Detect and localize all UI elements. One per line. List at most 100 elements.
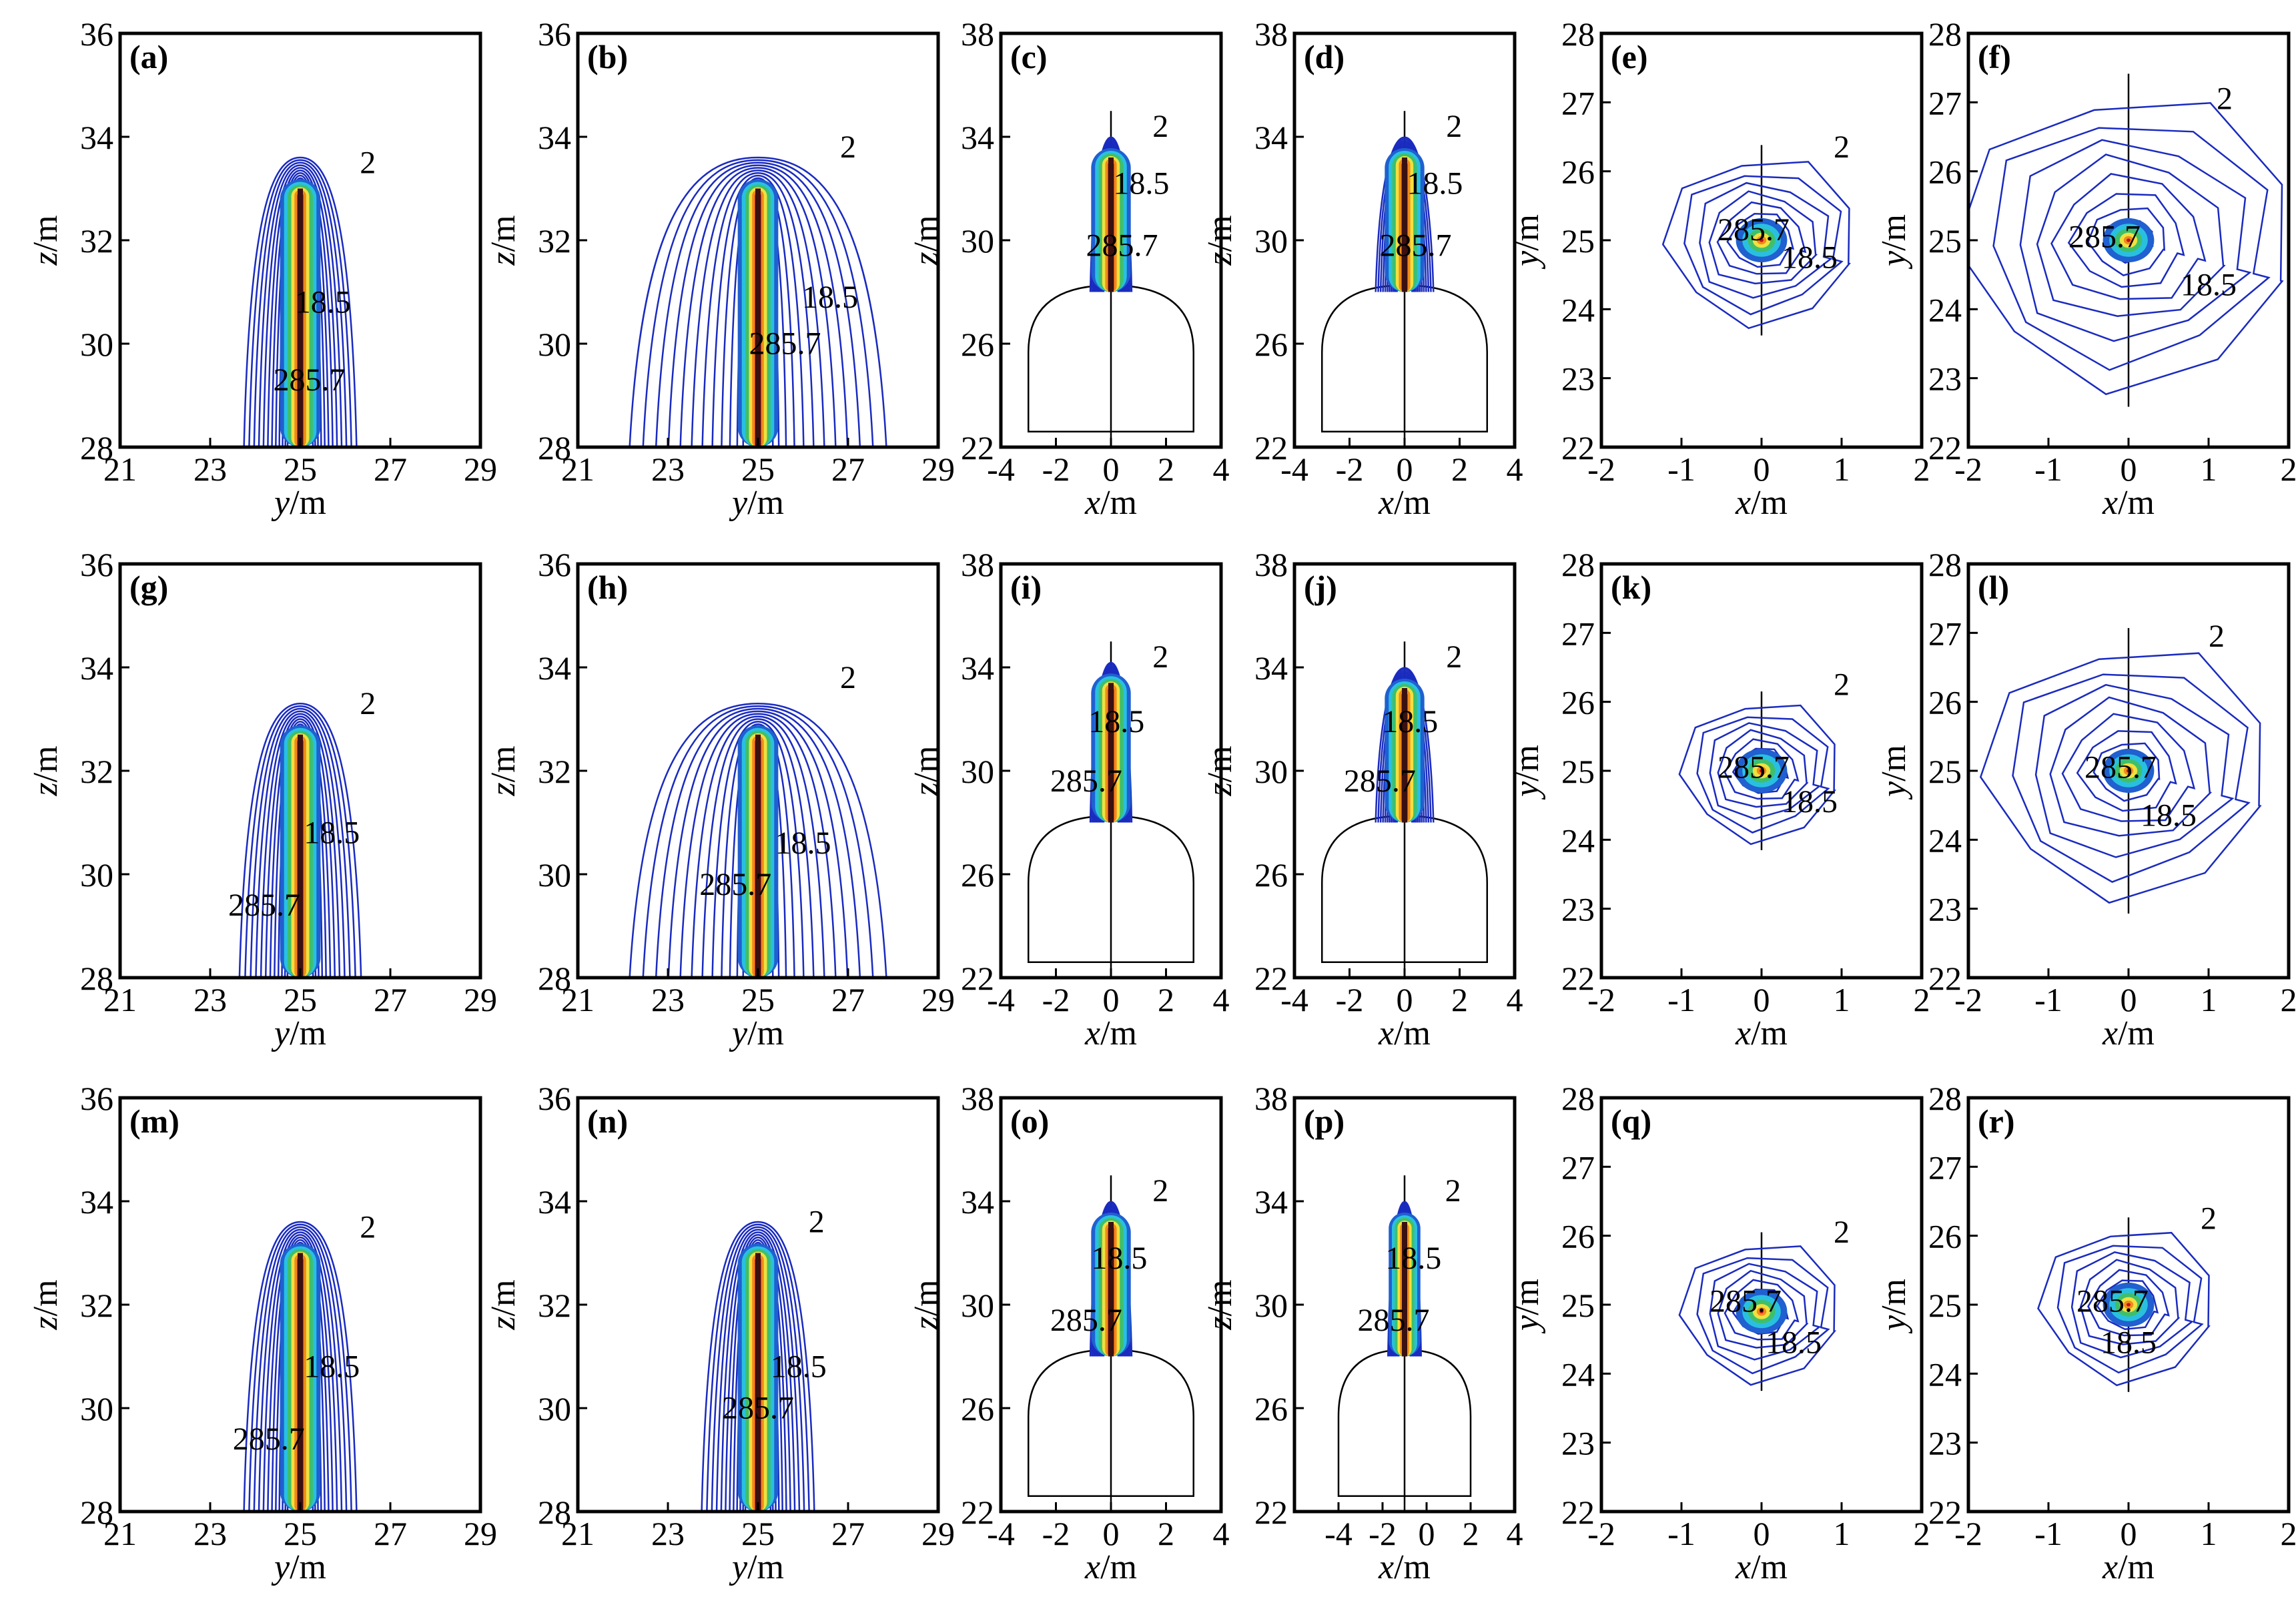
y-tick-label: 28	[1561, 546, 1595, 583]
x-tick-label: 25	[741, 450, 775, 488]
x-tick-label: -4	[1280, 981, 1308, 1018]
contour-line	[2086, 207, 2166, 276]
x-tick-label: 1	[2201, 981, 2217, 1018]
y-axis-unit: /m	[27, 1279, 65, 1316]
plot-area	[1321, 111, 1488, 447]
contour-line	[2050, 173, 2207, 300]
y-tick-label: 36	[80, 15, 113, 53]
y-axis-var: y	[1875, 250, 1913, 270]
y-tick-label: 22	[961, 429, 994, 466]
contour-line	[2049, 696, 2213, 837]
x-tick-label: -1	[2034, 981, 2062, 1018]
contour-line	[264, 715, 336, 978]
plot-area	[1979, 628, 2262, 914]
panel-label: (b)	[587, 38, 628, 75]
contour-line	[629, 156, 887, 447]
y-tick-label: 30	[538, 326, 571, 363]
y-tick-label: 28	[1561, 15, 1595, 53]
contour-label: 285.7	[1050, 1303, 1122, 1338]
y-tick-label: 26	[1254, 326, 1288, 363]
contour-line	[1716, 201, 1807, 275]
contour-label: 2	[809, 1205, 825, 1240]
x-tick-label: 27	[831, 981, 865, 1018]
y-tick-label: 36	[80, 546, 113, 583]
contour-line	[2056, 1245, 2204, 1374]
x-tick-label: -2	[1954, 1515, 1982, 1552]
y-axis-unit: /m	[1508, 214, 1546, 251]
y-tick-label: 26	[1561, 684, 1595, 721]
y-tick-label: 28	[1928, 1080, 1962, 1117]
y-tick-label: 27	[1928, 615, 1962, 652]
contour-label: 2	[1152, 109, 1168, 144]
x-tick-label: -2	[1954, 981, 1982, 1018]
contour-line	[629, 702, 887, 978]
y-tick-label: 23	[1561, 360, 1595, 398]
x-tick-label: 23	[194, 1515, 227, 1552]
contour-line	[1992, 127, 2271, 371]
contour-label: 285.7	[1344, 763, 1416, 799]
x-axis-var: x	[1084, 1014, 1100, 1052]
contour-line	[243, 156, 358, 447]
x-tick-label: 21	[561, 981, 595, 1018]
y-axis-var: z	[484, 252, 522, 266]
x-tick-label: 23	[651, 450, 685, 488]
contour-line	[715, 1229, 801, 1512]
contour-line	[1717, 729, 1809, 808]
core-center	[298, 734, 303, 978]
contour-line	[721, 177, 795, 447]
x-tick-label: 29	[464, 450, 497, 488]
y-tick-label: 28	[80, 429, 113, 466]
x-tick-label: -2	[1042, 450, 1070, 488]
x-tick-label: 1	[2201, 1515, 2217, 1552]
y-tick-label: 22	[961, 960, 994, 997]
contour-line	[711, 721, 805, 978]
y-axis-unit: /m	[1201, 1279, 1239, 1316]
y-tick-label: 24	[1928, 1355, 1962, 1393]
y-tick-label: 32	[80, 753, 113, 790]
contour-line	[729, 1236, 787, 1512]
x-axis-unit: /m	[2118, 484, 2155, 522]
y-tick-label: 27	[1561, 84, 1595, 121]
core-center	[1402, 157, 1407, 292]
y-axis-unit: /m	[484, 1279, 522, 1316]
plot-area	[238, 702, 362, 978]
y-tick-label: 34	[1254, 1183, 1288, 1221]
y-tick-label: 23	[1928, 360, 1962, 398]
contour-label: 18.5	[304, 1349, 360, 1385]
x-axis-unit: /m	[290, 1014, 326, 1052]
x-tick-label: 0	[1397, 981, 1413, 1018]
y-tick-label: 22	[1928, 429, 1962, 466]
y-axis-unit: /m	[907, 215, 945, 252]
contour-label: 18.5	[1382, 704, 1438, 739]
y-axis-var: z	[27, 1316, 65, 1330]
core-center	[1108, 683, 1114, 823]
y-tick-label: 30	[538, 1390, 571, 1427]
x-tick-label: -1	[1667, 981, 1695, 1018]
contour-label: 285.7	[1358, 1303, 1430, 1338]
x-axis-var: x	[2102, 1548, 2118, 1586]
x-axis-unit: /m	[1100, 484, 1137, 522]
y-axis-label: z/m	[1201, 215, 1239, 266]
x-tick-label: -2	[1587, 450, 1615, 488]
x-tick-label: -4	[987, 450, 1015, 488]
x-tick-label: 27	[831, 1515, 865, 1552]
contour-line	[1724, 1279, 1800, 1341]
y-axis-unit: /m	[27, 745, 65, 782]
y-axis-var: z	[1201, 252, 1239, 266]
x-tick-label: 4	[1213, 1515, 1230, 1552]
contour-line	[667, 164, 849, 447]
x-tick-label: -2	[1369, 1515, 1397, 1552]
contour-label: 2	[1152, 1173, 1168, 1209]
core-fill	[2127, 238, 2131, 242]
contour-line	[1696, 1257, 1830, 1375]
core-center	[1108, 157, 1114, 292]
x-axis-label: y/m	[271, 484, 326, 522]
x-tick-label: -1	[2034, 450, 2062, 488]
y-tick-label: 23	[1561, 891, 1595, 928]
x-axis-unit: /m	[290, 484, 326, 522]
plot-area	[1028, 641, 1194, 978]
